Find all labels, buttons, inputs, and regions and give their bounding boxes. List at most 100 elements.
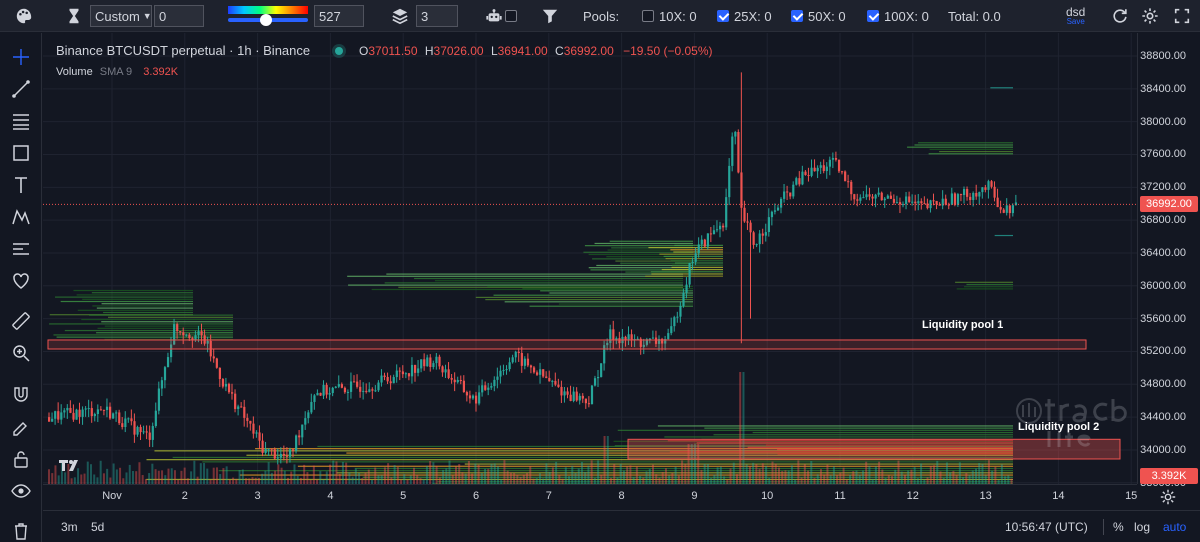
- pool-100x[interactable]: 100X: 0: [867, 0, 929, 32]
- candle-body: [215, 358, 218, 368]
- axis-settings-icon[interactable]: [1154, 483, 1182, 511]
- user-block[interactable]: dsd Save: [1066, 0, 1085, 32]
- lock-icon: [14, 451, 28, 468]
- pool-50x-checkbox[interactable]: [791, 10, 803, 22]
- volume-bar: [199, 463, 202, 484]
- price-axis[interactable]: 38800.00 38400.00 38000.00 37600.00 37200.00…: [1137, 33, 1200, 489]
- range-5d-button[interactable]: 5d: [91, 520, 105, 534]
- candle-body: [69, 407, 72, 413]
- volume-label: Volume: [56, 66, 93, 78]
- heat-band: [592, 258, 693, 260]
- trash-tool[interactable]: [5, 515, 37, 542]
- candle-body: [947, 204, 950, 206]
- candle-body: [532, 367, 536, 373]
- volume-legend[interactable]: Volume SMA 9 3.392K: [56, 66, 178, 78]
- filter-icon[interactable]: [534, 0, 566, 32]
- candle-body: [630, 334, 633, 341]
- ruler-tool[interactable]: [5, 305, 37, 337]
- candle-body: [261, 440, 264, 453]
- projection-tool[interactable]: [5, 233, 37, 265]
- candle-body: [1005, 205, 1008, 213]
- utc-clock[interactable]: 10:56:47 (UTC): [1005, 520, 1088, 534]
- pool-25x-checkbox[interactable]: [717, 10, 729, 22]
- candle-body: [996, 197, 999, 208]
- crosshair-tool[interactable]: [5, 41, 37, 73]
- tradingview-logo[interactable]: [58, 457, 82, 473]
- volume-bar: [364, 472, 367, 484]
- rectangle-tool[interactable]: [5, 137, 37, 169]
- auto-scale-button[interactable]: auto: [1163, 520, 1187, 534]
- candle-body: [798, 178, 801, 185]
- pools-total: Total: 0.0: [948, 8, 1001, 24]
- trendline-tool[interactable]: [5, 73, 37, 105]
- pattern-icon: [12, 209, 30, 225]
- pool-100x-checkbox[interactable]: [867, 10, 879, 22]
- zoom-tool[interactable]: [5, 337, 37, 369]
- symbol-title[interactable]: Binance BTCUSDT perpetual · 1h · Binance: [56, 43, 311, 58]
- magnet-tool[interactable]: [5, 379, 37, 411]
- layers-icon[interactable]: [384, 0, 416, 32]
- candle-body: [746, 221, 749, 223]
- hourglass-icon[interactable]: [58, 0, 90, 32]
- text-tool[interactable]: [5, 169, 37, 201]
- candle-body: [981, 187, 984, 193]
- pattern-tool[interactable]: [5, 201, 37, 233]
- volume-bar: [270, 472, 273, 484]
- volume-bar: [367, 469, 370, 484]
- range-3m-button[interactable]: 3m: [61, 520, 78, 534]
- volume-bar: [341, 461, 344, 484]
- volume-bar: [700, 469, 703, 484]
- save-link[interactable]: Save: [1066, 17, 1085, 27]
- mode-select[interactable]: Custom ▼: [90, 5, 152, 27]
- volume-bar: [451, 475, 454, 484]
- volume-bar: [377, 475, 380, 484]
- price-chart[interactable]: [43, 33, 1137, 484]
- candle-body: [758, 233, 761, 245]
- volume-bar: [484, 468, 487, 484]
- volume-bar: [67, 463, 70, 484]
- fib-tool[interactable]: [5, 105, 37, 137]
- liquidity-pool-2-label[interactable]: Liquidity pool 2: [1018, 421, 1100, 433]
- liquidity-pool-1-label[interactable]: Liquidity pool 1: [922, 319, 1004, 331]
- lock-draw-tool[interactable]: [5, 411, 37, 443]
- fullscreen-icon[interactable]: [1166, 0, 1198, 32]
- percent-scale-button[interactable]: %: [1113, 520, 1124, 534]
- log-scale-button[interactable]: log: [1134, 520, 1151, 534]
- heat-band: [651, 273, 723, 275]
- time-axis[interactable]: Nov 2 3 4 5 6 7 8 9 10 11 12 13 14 15: [43, 484, 1137, 510]
- volume-bar: [529, 466, 532, 484]
- refresh-icon[interactable]: [1104, 0, 1136, 32]
- heat-band: [615, 260, 693, 262]
- heat-band: [336, 472, 1013, 474]
- heat-band: [522, 288, 693, 290]
- heat-band: [60, 300, 193, 303]
- candle-body: [145, 431, 148, 433]
- slider-handle[interactable]: [260, 14, 272, 26]
- gear-icon[interactable]: [1134, 0, 1166, 32]
- palette-icon[interactable]: [8, 0, 40, 32]
- candle-body: [417, 368, 420, 373]
- gradient-slider[interactable]: [228, 6, 308, 26]
- symbol-legend[interactable]: Binance BTCUSDT perpetual · 1h · Binance: [56, 43, 310, 58]
- volume-bar: [958, 462, 961, 484]
- volume-bar: [613, 464, 616, 484]
- visibility-tool[interactable]: [5, 475, 37, 507]
- layers-input[interactable]: 3: [416, 5, 458, 27]
- robot-checkbox[interactable]: [505, 10, 517, 22]
- pool-10x-checkbox[interactable]: [642, 10, 654, 22]
- candle-body: [737, 131, 740, 173]
- robot-icon[interactable]: [478, 0, 510, 32]
- volume-bar: [913, 467, 916, 484]
- candle-body: [990, 181, 993, 187]
- pool-50x[interactable]: 50X: 0: [791, 0, 846, 32]
- pool-10x[interactable]: 10X: 0: [642, 0, 697, 32]
- gradient-input[interactable]: 527: [314, 5, 364, 27]
- volume-bar: [306, 472, 309, 484]
- volume-bar: [248, 478, 251, 484]
- mode-input[interactable]: 0: [154, 5, 204, 27]
- ohlc-open-label: O: [359, 44, 369, 58]
- favorites-tool[interactable]: [5, 265, 37, 297]
- pool-25x[interactable]: 25X: 0: [717, 0, 772, 32]
- chart-pane[interactable]: Binance BTCUSDT perpetual · 1h · Binance…: [43, 33, 1137, 484]
- lock-tool[interactable]: [5, 443, 37, 475]
